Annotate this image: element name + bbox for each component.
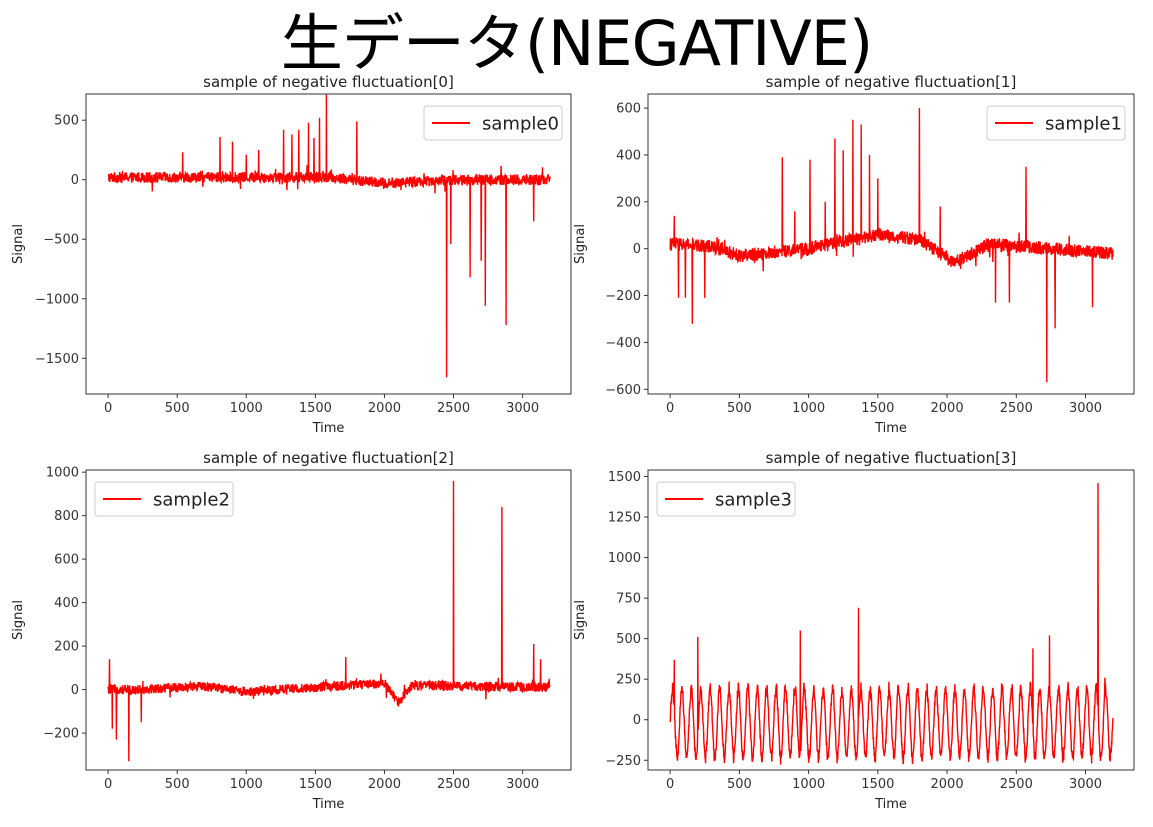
x-axis-label: Time xyxy=(312,421,345,436)
x-tick-label: 2000 xyxy=(368,401,401,416)
legend-box xyxy=(656,481,796,517)
y-tick-label: −500 xyxy=(43,233,79,248)
y-tick-label: 1000 xyxy=(608,551,641,566)
x-axis-label: Time xyxy=(874,797,907,812)
y-tick-label: 0 xyxy=(633,242,641,257)
y-tick-label: 0 xyxy=(633,713,641,728)
legend-label: sample1 xyxy=(1045,114,1122,135)
y-tick-label: −1000 xyxy=(35,292,79,307)
legend: sample3 xyxy=(656,481,796,517)
series-line-sample1 xyxy=(669,108,1114,383)
x-tick-label: 3000 xyxy=(506,401,539,416)
x-tick-label: 500 xyxy=(727,401,752,416)
y-tick-label: 200 xyxy=(616,195,641,210)
x-tick-label: 2500 xyxy=(437,777,470,792)
y-tick-label: −400 xyxy=(605,336,641,351)
y-tick-label: 500 xyxy=(616,632,641,647)
x-tick-label: 1500 xyxy=(861,401,894,416)
x-tick-label: 500 xyxy=(165,777,190,792)
chart-panel-0: sample of negative fluctuation[0] 0 500 100… xyxy=(11,73,572,436)
x-tick-label: 2000 xyxy=(368,777,401,792)
x-tick-label: 2500 xyxy=(1000,401,1033,416)
x-axis-label: Time xyxy=(874,421,907,436)
legend-box xyxy=(94,481,234,517)
plot-frame xyxy=(647,469,1135,771)
y-tick-label: −1500 xyxy=(35,352,79,367)
legend-label: sample3 xyxy=(715,490,792,511)
y-tick-label: 0 xyxy=(71,683,79,698)
x-tick-label: 0 xyxy=(666,777,674,792)
x-tick-label: 3000 xyxy=(1069,401,1102,416)
y-tick-label: 800 xyxy=(54,509,79,524)
chart-title: sample of negative fluctuation[3] xyxy=(766,449,1017,467)
x-tick-label: 2000 xyxy=(931,777,964,792)
y-axis-label: Signal xyxy=(11,600,26,640)
series-line-sample2 xyxy=(107,480,551,762)
legend-box xyxy=(423,105,563,141)
y-tick-label: −200 xyxy=(43,727,79,742)
y-tick-label: −250 xyxy=(605,754,641,769)
y-tick-label: 600 xyxy=(616,102,641,117)
y-tick-label: 250 xyxy=(616,673,641,688)
x-tick-label: 1000 xyxy=(230,401,263,416)
x-tick-label: 0 xyxy=(104,777,112,792)
x-tick-label: 1500 xyxy=(299,777,332,792)
legend-label: sample2 xyxy=(153,490,230,511)
legend: sample1 xyxy=(986,105,1126,141)
x-tick-label: 1000 xyxy=(230,777,263,792)
y-tick-label: 400 xyxy=(616,148,641,163)
legend: sample2 xyxy=(94,481,234,517)
y-tick-label: 1500 xyxy=(608,470,641,485)
y-axis-label: Signal xyxy=(11,224,26,264)
x-tick-label: 3000 xyxy=(1069,777,1102,792)
y-tick-label: 750 xyxy=(616,592,641,607)
x-tick-label: 3000 xyxy=(506,777,539,792)
chart-title: sample of negative fluctuation[2] xyxy=(203,449,454,467)
y-tick-label: 1250 xyxy=(608,511,641,526)
plot-frame xyxy=(85,469,572,771)
x-tick-label: 0 xyxy=(104,401,112,416)
y-tick-label: 600 xyxy=(54,553,79,568)
y-tick-label: 0 xyxy=(71,173,79,188)
y-tick-label: 1000 xyxy=(46,466,79,481)
legend: sample0 xyxy=(423,105,563,141)
x-tick-label: 500 xyxy=(727,777,752,792)
x-tick-label: 1000 xyxy=(792,401,825,416)
x-tick-label: 1000 xyxy=(792,777,825,792)
plot-frame xyxy=(85,93,572,395)
y-tick-label: 200 xyxy=(54,640,79,655)
x-tick-label: 0 xyxy=(666,401,674,416)
legend-box xyxy=(986,105,1126,141)
chart-panel-2: sample of negative fluctuation[2] 0 500 100… xyxy=(11,449,572,812)
x-tick-label: 1500 xyxy=(299,401,332,416)
y-tick-label: −600 xyxy=(605,383,641,398)
x-tick-label: 2000 xyxy=(931,401,964,416)
series-line-sample3 xyxy=(669,482,1114,765)
legend-label: sample0 xyxy=(482,114,559,135)
x-tick-label: 2500 xyxy=(1000,777,1033,792)
chart-panel-3: sample of negative fluctuation[3] 0 500 100… xyxy=(573,449,1135,812)
x-tick-label: 1500 xyxy=(861,777,894,792)
y-axis-label: Signal xyxy=(573,600,588,640)
chart-title: sample of negative fluctuation[1] xyxy=(766,73,1017,91)
series-line-sample0 xyxy=(107,94,551,378)
x-axis-label: Time xyxy=(312,797,345,812)
y-tick-label: −200 xyxy=(605,289,641,304)
plot-frame xyxy=(647,93,1135,395)
chart-title: sample of negative fluctuation[0] xyxy=(203,73,454,91)
x-tick-label: 500 xyxy=(165,401,190,416)
chart-panel-1: sample of negative fluctuation[1] 0 500 100… xyxy=(573,73,1135,436)
y-axis-label: Signal xyxy=(573,224,588,264)
y-tick-label: 500 xyxy=(54,114,79,129)
x-tick-label: 2500 xyxy=(437,401,470,416)
page-title: 生データ(NEGATIVE) xyxy=(280,7,873,80)
y-tick-label: 400 xyxy=(54,596,79,611)
